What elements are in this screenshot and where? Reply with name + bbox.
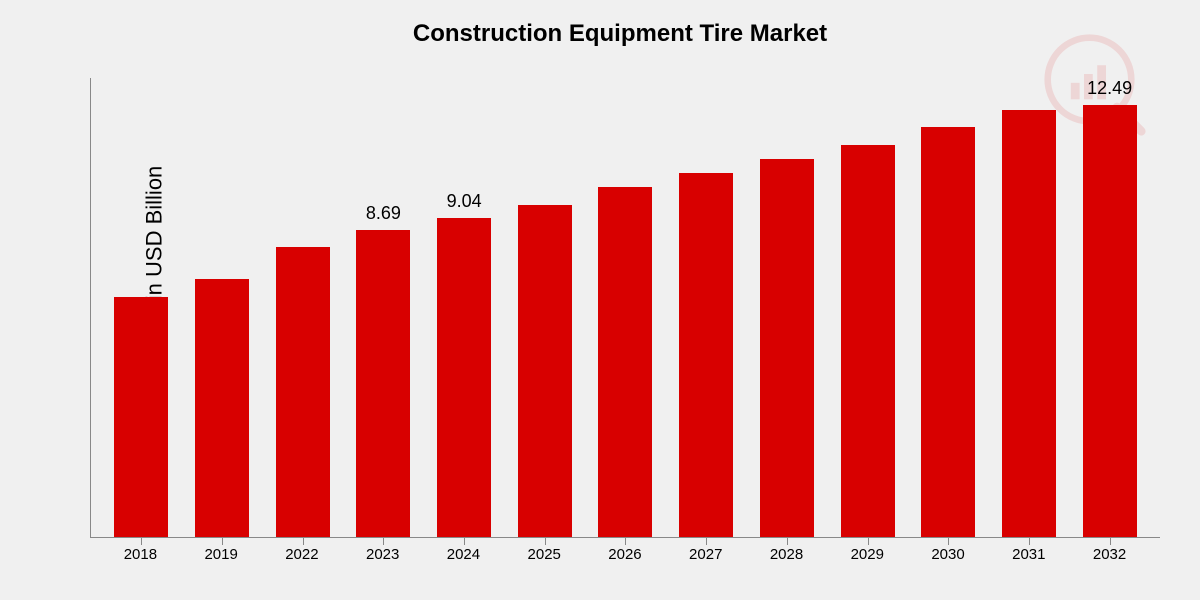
chart-container: Construction Equipment Tire Market Marke… xyxy=(0,0,1200,600)
x-axis-label: 2029 xyxy=(827,546,908,563)
bar-value-label: 12.49 xyxy=(1087,78,1132,99)
bar xyxy=(356,230,410,537)
x-tick xyxy=(464,537,465,545)
bar xyxy=(921,127,975,537)
x-tick xyxy=(948,537,949,545)
x-axis-label: 2022 xyxy=(262,546,343,563)
x-tick xyxy=(706,537,707,545)
bar-col xyxy=(101,78,182,537)
x-axis-label: 2026 xyxy=(585,546,666,563)
bar-col xyxy=(585,78,666,537)
bar-value-label: 9.04 xyxy=(447,191,482,212)
x-axis-label: 2027 xyxy=(665,546,746,563)
x-tick xyxy=(545,537,546,545)
x-axis-label: 2024 xyxy=(423,546,504,563)
x-axis-label: 2025 xyxy=(504,546,585,563)
x-tick xyxy=(625,537,626,545)
bar-col xyxy=(262,78,343,537)
bar xyxy=(518,205,572,537)
bar-col: 12.49 xyxy=(1069,78,1150,537)
x-axis-label: 2028 xyxy=(746,546,827,563)
bar-col xyxy=(182,78,263,537)
bar-col: 8.69 xyxy=(343,78,424,537)
bar xyxy=(760,159,814,537)
bar-col: 9.04 xyxy=(424,78,505,537)
x-tick xyxy=(141,537,142,545)
bar-col xyxy=(666,78,747,537)
x-tick xyxy=(868,537,869,545)
bar xyxy=(114,297,168,537)
bar xyxy=(276,247,330,537)
x-tick xyxy=(1110,537,1111,545)
x-tick xyxy=(222,537,223,545)
x-axis-label: 2019 xyxy=(181,546,262,563)
bar-col xyxy=(747,78,828,537)
plot-area: 8.69 9.04 12.49 xyxy=(90,78,1160,538)
x-axis-label: 2032 xyxy=(1069,546,1150,563)
bar xyxy=(437,218,491,537)
x-tick xyxy=(787,537,788,545)
bar xyxy=(841,145,895,537)
bar-col xyxy=(827,78,908,537)
bar xyxy=(679,173,733,537)
bar-value-label: 8.69 xyxy=(366,203,401,224)
bar xyxy=(1083,105,1137,537)
x-tick xyxy=(383,537,384,545)
bar xyxy=(1002,110,1056,537)
bar-col xyxy=(908,78,989,537)
x-axis-label: 2023 xyxy=(342,546,423,563)
bar xyxy=(598,187,652,537)
chart-title: Construction Equipment Tire Market xyxy=(80,20,1160,48)
bar-col xyxy=(504,78,585,537)
x-axis-label: 2031 xyxy=(988,546,1069,563)
x-tick xyxy=(303,537,304,545)
x-axis-label: 2018 xyxy=(100,546,181,563)
x-tick xyxy=(1029,537,1030,545)
x-axis-label: 2030 xyxy=(908,546,989,563)
bar xyxy=(195,279,249,537)
bar-col xyxy=(989,78,1070,537)
